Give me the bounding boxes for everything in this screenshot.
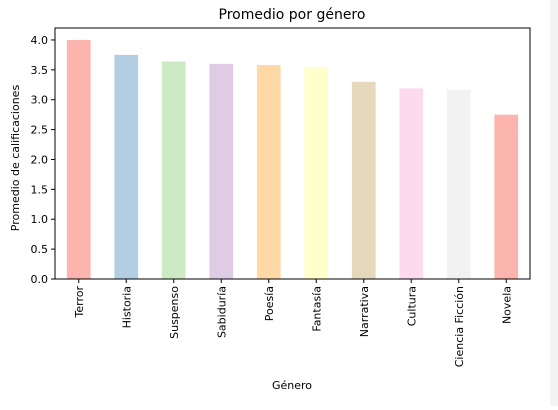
y-tick-label: 3.5: [31, 64, 49, 77]
bar: [351, 81, 376, 279]
bar: [494, 114, 519, 280]
x-tick-label: Sabiduría: [215, 286, 228, 338]
chart-title: Promedio por género: [219, 7, 366, 23]
bar: [256, 65, 281, 279]
bars-layer: [66, 39, 519, 280]
y-tick-label: 0.5: [31, 243, 49, 256]
y-tick-label: 1.0: [31, 213, 49, 226]
y-axis-label: Promedio de calificaciones: [9, 85, 22, 232]
bar: [446, 89, 471, 279]
x-tick-label: Terror: [73, 286, 86, 319]
x-axis-label: Género: [272, 379, 312, 392]
x-tick-label: Fantasía: [310, 286, 323, 332]
y-tick-label: 2.0: [31, 153, 49, 166]
y-tick-label: 3.0: [31, 94, 49, 107]
y-tick-label: 1.5: [31, 183, 49, 196]
bar: [114, 54, 139, 279]
x-tick-label: Cultura: [405, 286, 418, 326]
bar: [66, 39, 91, 280]
x-tick-label: Suspenso: [168, 286, 181, 339]
bar: [161, 61, 186, 279]
x-tick-label: Poesía: [263, 286, 276, 321]
y-tick-label: 2.5: [31, 124, 49, 137]
bar: [304, 66, 329, 279]
y-tick-label: 4.0: [31, 34, 49, 47]
window-edge: [550, 0, 558, 406]
plot-frame: [54, 27, 531, 280]
bar-chart: Promedio por género Promedio de califica…: [9, 7, 531, 392]
x-tick-label: Narrativa: [358, 286, 371, 337]
x-axis-ticks: Terror Historia Suspenso Sabiduría Poesía Fan…: [73, 279, 513, 367]
bar: [399, 88, 424, 279]
x-tick-label: Novela: [500, 286, 513, 324]
bar: [209, 63, 234, 279]
y-axis-ticks: 0.0 0.5 1.0 1.5 2.0 2.5 3.0 3.5 4.0: [31, 34, 55, 286]
x-tick-label: Historia: [120, 286, 133, 328]
x-tick-label: Ciencia Ficción: [453, 286, 466, 367]
y-tick-label: 0.0: [31, 273, 49, 286]
